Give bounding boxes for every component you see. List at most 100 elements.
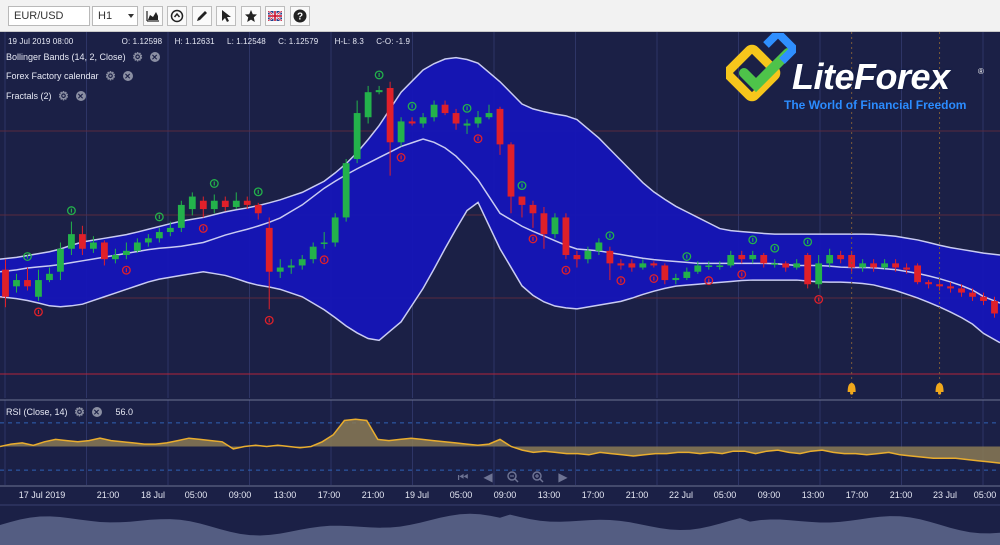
close-icon[interactable]: ✕ — [122, 71, 133, 81]
candle-body — [738, 255, 746, 260]
fractal-up-marker — [407, 101, 417, 111]
fractal-down-marker — [737, 269, 747, 279]
bell-clapper — [937, 391, 942, 395]
chart-type-button[interactable] — [143, 6, 163, 26]
candle-body — [705, 265, 713, 267]
indicator-rsi-label: RSI (Close, 14) — [6, 407, 68, 417]
draw-button[interactable] — [192, 6, 212, 26]
candle-body — [199, 200, 207, 210]
candle-body — [617, 263, 625, 266]
candle-body — [980, 296, 987, 301]
symbol-input[interactable]: EUR/USD — [8, 6, 90, 26]
time-axis-label: 21:00 — [625, 490, 649, 500]
gear-icon[interactable]: ⚙ — [105, 69, 116, 83]
logo-wordmark: LiteForex — [792, 56, 950, 97]
candle-body — [221, 200, 229, 207]
zoom-in-icon[interactable] — [531, 470, 545, 484]
time-axis-label: 13:00 — [273, 490, 297, 500]
gear-icon[interactable]: ⚙ — [74, 405, 85, 419]
candle-body — [914, 265, 921, 283]
candle-body — [287, 265, 295, 268]
fractal-down-marker — [814, 294, 824, 304]
candle-body — [441, 104, 449, 114]
symbol-value: EUR/USD — [14, 10, 64, 22]
svg-text:?: ? — [297, 12, 303, 23]
candle-body — [661, 265, 669, 281]
candle-body — [408, 121, 416, 124]
draw-pencil-icon — [197, 11, 207, 21]
candle-body — [727, 255, 735, 266]
indicator-fractals: Fractals (2) ⚙ ✕ — [6, 89, 86, 103]
close-icon[interactable]: ✕ — [149, 52, 160, 62]
candle-body — [716, 265, 724, 267]
fractal-down-marker — [616, 276, 626, 286]
chevron-down-icon — [128, 14, 134, 18]
chart-toolbar: EUR/USD H1 ? — [0, 0, 1000, 32]
candle-body — [364, 92, 372, 118]
timeframe-select[interactable]: H1 — [92, 6, 138, 26]
candle-body — [573, 255, 581, 260]
fractal-up-marker — [517, 181, 527, 191]
candle-body — [760, 255, 768, 264]
language-button[interactable] — [265, 6, 285, 26]
chart-type-icon — [146, 11, 159, 22]
close-icon[interactable]: ✕ — [91, 407, 102, 417]
fractal-down-marker — [198, 223, 208, 233]
candle-body — [463, 123, 471, 126]
fractal-up-marker — [209, 179, 219, 188]
fractal-up-marker — [748, 235, 758, 245]
ohlc-co: C-O: -1.9 — [376, 37, 411, 46]
candle-body — [111, 255, 119, 260]
fractal-down-marker — [473, 134, 483, 144]
scroll-left-icon[interactable]: ◀ — [483, 470, 493, 484]
candle-body — [166, 227, 174, 233]
first-page-icon[interactable]: ⏮ — [457, 469, 469, 484]
candle-body — [243, 200, 251, 205]
fractal-up-marker — [770, 243, 780, 253]
close-icon[interactable]: ✕ — [75, 91, 86, 101]
candle-body — [628, 263, 636, 268]
gear-icon[interactable]: ⚙ — [58, 89, 69, 103]
indicators-button[interactable] — [167, 6, 187, 26]
time-axis-label: 05:00 — [973, 490, 997, 500]
candle-body — [474, 117, 482, 124]
candle-body — [804, 255, 812, 285]
time-axis-label: 19 Jul — [404, 490, 430, 500]
time-axis-label: 17 Jul 2019 — [18, 490, 66, 500]
gear-icon[interactable]: ⚙ — [132, 50, 143, 64]
candle-body — [529, 204, 537, 214]
favorite-button[interactable] — [241, 6, 261, 26]
candle-body — [848, 255, 856, 268]
candle-body — [430, 104, 438, 118]
fractal-down-marker — [121, 265, 131, 275]
candle-body — [68, 234, 75, 249]
fractal-down-marker — [704, 276, 714, 286]
candle-body — [859, 263, 867, 268]
fractal-up-marker — [605, 231, 615, 241]
time-axis-label: 22 Jul — [668, 490, 694, 500]
candle-body — [694, 265, 702, 272]
fractal-down-marker — [264, 315, 274, 325]
candle-body — [188, 196, 196, 210]
candle-body — [57, 248, 64, 272]
time-axis-label: 17:00 — [845, 490, 869, 500]
candle-body — [353, 113, 361, 159]
indicator-rsi: RSI (Close, 14) ⚙ ✕ 56.0 — [6, 405, 133, 419]
indicator-bollinger: Bollinger Bands (14, 2, Close) ⚙ ✕ — [6, 50, 160, 64]
zoom-out-icon[interactable] — [506, 470, 520, 484]
candle-body — [584, 250, 592, 260]
time-axis-label: 13:00 — [537, 490, 561, 500]
candle-body — [210, 200, 218, 210]
help-button[interactable]: ? — [290, 6, 310, 26]
candle-body — [79, 234, 86, 249]
cursor-button[interactable] — [216, 6, 236, 26]
time-axis-label: 05:00 — [449, 490, 473, 500]
candle-body — [496, 108, 504, 145]
candle-body — [397, 121, 405, 143]
ohlc-hl: H-L: 8.3 — [334, 37, 364, 46]
time-axis-label: 05:00 — [713, 490, 737, 500]
fractal-down-marker — [34, 307, 43, 317]
scroll-right-icon[interactable]: ▶ — [558, 470, 568, 484]
bell-icon — [935, 383, 944, 392]
